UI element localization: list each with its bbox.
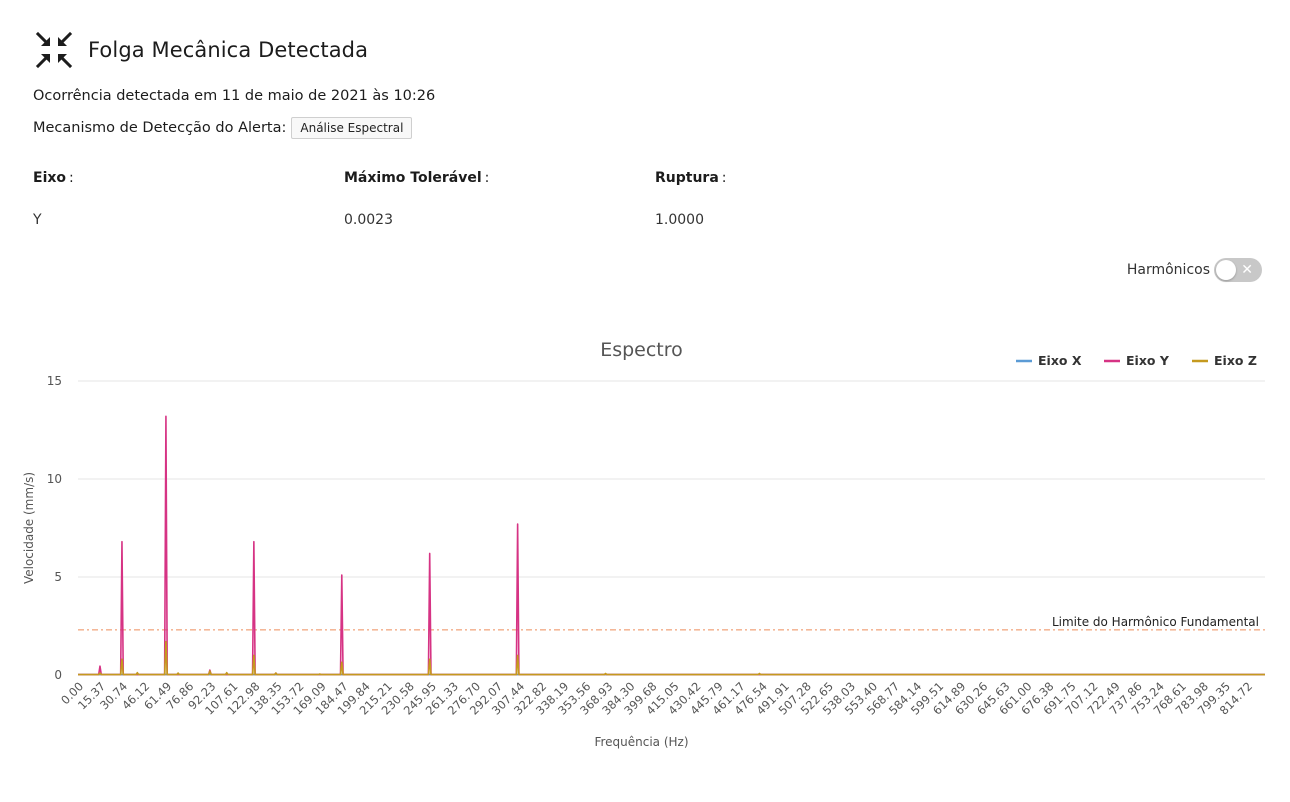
harmonics-label: Harmônicos [1126,262,1210,278]
legend-item[interactable]: Eixo Y [1126,353,1170,368]
axis-column: Eixo: Y [33,170,74,228]
series-line-eixo-y [78,415,1265,676]
legend-item[interactable]: Eixo X [1038,353,1082,368]
max-column: Máximo Tolerável: 0.0023 [344,170,490,228]
harmonics-toggle-row: Harmônicos ✕ [1127,258,1262,282]
chart-title: Espectro [600,339,683,361]
y-axis-label: Velocidade (mm/s) [22,472,36,584]
axis-value: Y [33,212,42,228]
max-label: Máximo Tolerável [344,170,482,186]
y-tick-label: 5 [54,570,62,584]
x-axis-label: Frequência (Hz) [594,735,688,749]
legend-item[interactable]: Eixo Z [1214,353,1257,368]
switch-knob[interactable] [1216,260,1236,280]
mechanism-label: Mecanismo de Detecção do Alerta: [33,120,287,136]
series-line-eixo-z [78,640,1265,676]
harmonics-switch[interactable]: ✕ [1214,258,1262,282]
rupture-label: Ruptura [655,170,719,186]
alert-title: Folga Mecânica Detectada [88,38,369,62]
axis-label: Eixo [33,170,67,186]
mechanism-badge: Análise Espectral [291,117,413,139]
rupture-column: Ruptura: 1.0000 [655,170,727,228]
occurrence-text: Ocorrência detectada em 11 de maio de 20… [33,88,436,104]
rupture-value: 1.0000 [655,212,704,228]
close-icon: ✕ [1241,262,1253,278]
y-tick-label: 15 [47,374,62,388]
y-tick-label: 0 [54,668,62,682]
y-tick-label: 10 [47,472,62,486]
mechanism-row: Mecanismo de Detecção do Alerta: Análise… [33,117,413,139]
compress-arrows-icon [35,31,73,69]
series-area-eixo-z [78,641,1265,675]
reference-line-label: Limite do Harmônico Fundamental [1052,615,1259,629]
alert-header: Folga Mecânica Detectada [34,30,368,70]
max-value: 0.0023 [344,212,393,228]
